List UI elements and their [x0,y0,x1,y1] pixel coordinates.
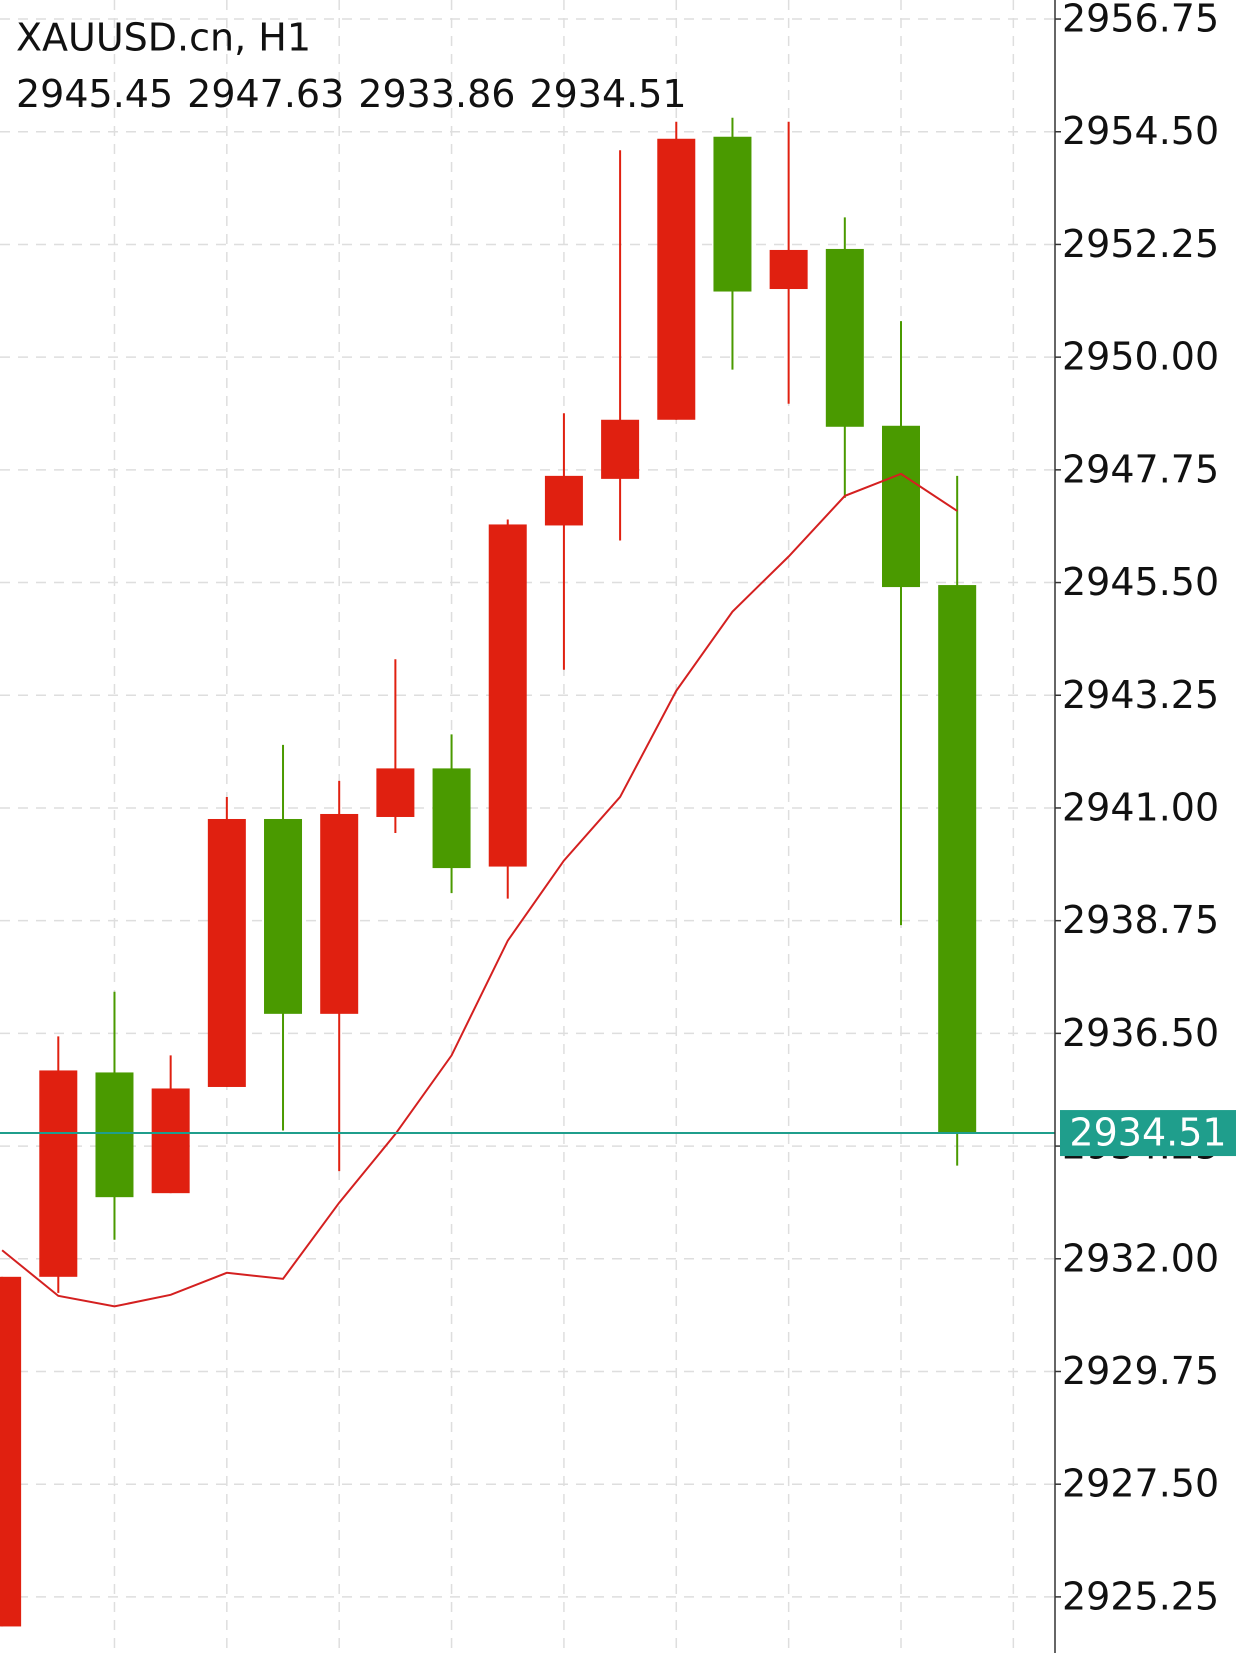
candle-body [39,1070,78,1277]
candle-body [488,524,527,867]
y-tick-label: 2950.00 [1062,335,1219,379]
chart-title: XAUUSD.cn, H1 [16,16,311,60]
candle-body [601,419,640,479]
ohlc-close: 2934.51 [529,72,686,116]
candle-body [207,818,246,1087]
y-tick-label: 2927.50 [1062,1462,1219,1506]
y-tick-label: 2947.75 [1062,447,1219,491]
plot [0,117,1055,1627]
candle-body [151,1088,190,1194]
candle-body [825,248,864,427]
current-price-label: 2934.51 [1069,1111,1226,1155]
candle-body [0,1276,22,1627]
candle-body [769,249,808,290]
y-tick-label: 2938.75 [1062,898,1219,942]
candle-body [938,585,977,1134]
candle-body [376,768,415,817]
current-price-box [1060,1110,1236,1157]
ohlc-high: 2947.63 [187,72,344,116]
ohlc-low: 2933.86 [358,72,515,116]
y-tick-label: 2952.25 [1062,222,1219,266]
y-tick-label: 2925.25 [1062,1574,1219,1618]
ohlc-readout: 2945.45 2947.63 2933.86 2934.51 [16,72,687,116]
candle-body [657,138,696,420]
candle-body [544,475,583,526]
y-tick-label: 2932.00 [1062,1236,1219,1280]
candle-body [95,1072,134,1198]
candle-body [882,425,920,588]
grid [0,0,1055,1653]
candle-body [713,136,752,292]
candle-body [320,813,359,1014]
y-tick-label: 2945.50 [1062,560,1219,604]
candle-body [264,818,303,1014]
y-tick-label: 2956.75 [1062,0,1219,41]
y-tick-label: 2954.50 [1062,109,1219,153]
y-tick-label: 2943.25 [1062,673,1219,717]
y-tick-label: 2929.75 [1062,1349,1219,1393]
moving-average [1,472,958,1308]
y-axis: 2956.75 2954.50 2952.25 2950.00 2947.75 2945.… [1055,0,1219,1618]
ohlc-open: 2945.45 [16,72,173,116]
y-tick-label: 2936.50 [1062,1011,1219,1055]
candle-body [432,768,471,869]
y-tick-label: 2941.00 [1062,785,1219,829]
